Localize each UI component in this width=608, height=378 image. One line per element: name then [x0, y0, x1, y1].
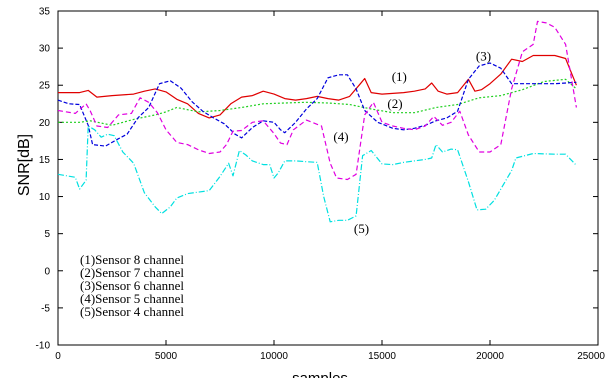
series-line-3 [57, 62, 577, 147]
series-line-1 [58, 54, 577, 119]
y-tick-label: 15 [39, 155, 51, 166]
y-tick-label: 0 [44, 266, 50, 277]
legend-entry-2: (2)Sensor 7 channel [80, 265, 184, 280]
y-tick-label: 35 [39, 7, 51, 18]
y-tick-label: 10 [39, 192, 51, 203]
y-axis-ticks: -10 -5 0 5 10 15 20 25 30 35 [36, 7, 598, 352]
series-label-1: (1) [392, 69, 407, 84]
legend-entry-1: (1)Sensor 8 channel [80, 252, 184, 267]
legend-entry-4: (4)Sensor 5 channel [80, 291, 184, 306]
series-labels: (1) (2) (3) (4) (5) [333, 49, 491, 236]
series-label-5: (5) [354, 221, 369, 236]
series-label-3: (3) [476, 49, 491, 64]
y-tick-label: 25 [39, 81, 51, 92]
legend-entry-3: (3)Sensor 6 channel [80, 278, 184, 293]
y-tick-label: 20 [39, 118, 51, 129]
plot-frame [57, 10, 599, 346]
x-tick-label: 25000 [577, 351, 605, 362]
x-tick-label: 0 [55, 351, 61, 362]
x-axis-ticks: 0 5000 10000 15000 20000 25000 [55, 11, 605, 362]
x-tick-label: 5000 [155, 351, 178, 362]
series-label-4: (4) [333, 129, 348, 144]
y-tick-label: -5 [41, 303, 50, 314]
x-tick-label: 10000 [260, 351, 288, 362]
x-axis-label: samples [292, 370, 348, 378]
x-tick-label: 20000 [476, 351, 504, 362]
series-line-4 [57, 20, 577, 181]
legend: (1)Sensor 8 channel(2)Sensor 7 channel(3… [80, 252, 184, 319]
y-tick-label: 5 [44, 229, 50, 240]
plot-border [57, 10, 599, 346]
series-line-2 [58, 78, 577, 126]
x-tick-label: 15000 [368, 351, 396, 362]
series-lines [57, 20, 577, 223]
series-line-5 [57, 125, 577, 223]
legend-entry-5: (5)Sensor 4 channel [80, 304, 184, 319]
y-tick-label: 30 [39, 44, 51, 55]
y-axis-label: SNR[dB] [16, 134, 33, 196]
y-tick-label: -10 [36, 341, 51, 352]
series-label-2: (2) [387, 96, 402, 111]
